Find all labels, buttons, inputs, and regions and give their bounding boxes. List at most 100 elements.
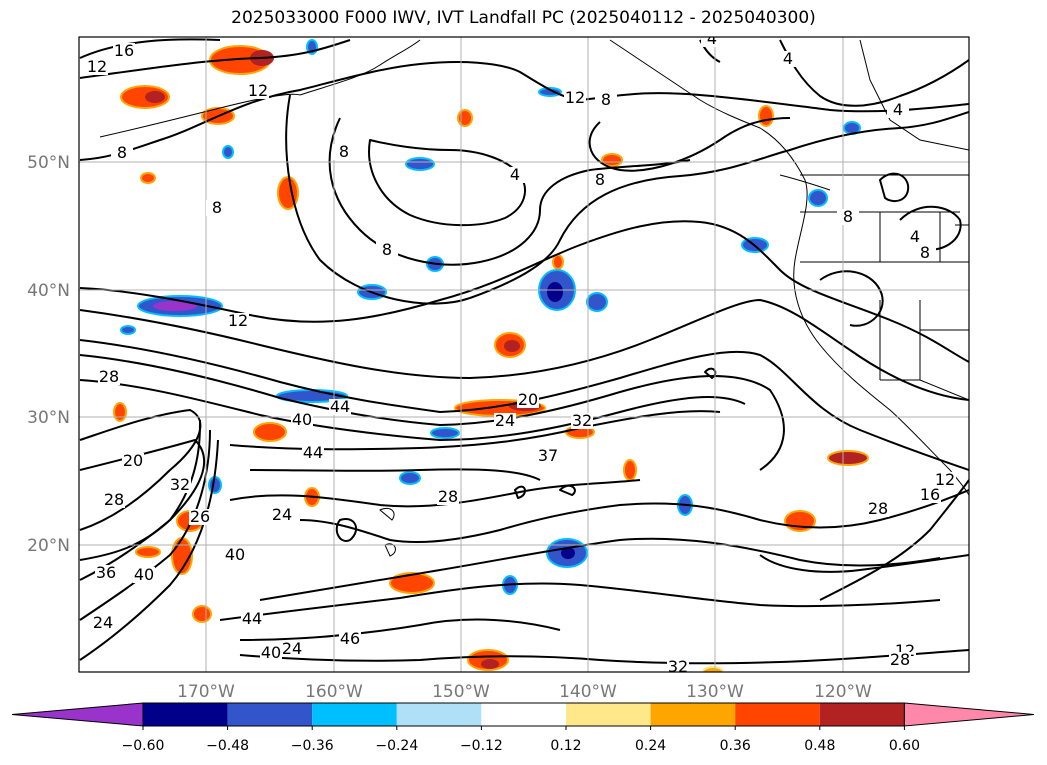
contour-value-label: 24 bbox=[282, 639, 302, 658]
contour-label-background bbox=[98, 369, 120, 385]
iwv-contour-line bbox=[899, 205, 962, 251]
positive-anomaly-patch bbox=[253, 422, 287, 442]
iwv-contour-line bbox=[514, 485, 526, 499]
contour-value-label: 40 bbox=[261, 643, 281, 662]
contour-label-background bbox=[271, 507, 293, 523]
iwv-contour-layer bbox=[79, 38, 969, 665]
positive-anomaly-patch bbox=[135, 546, 161, 558]
colorbar-bin bbox=[312, 703, 397, 726]
negative-anomaly-patch bbox=[586, 292, 608, 312]
contour-label-background bbox=[376, 242, 398, 258]
contour-value-label: 4 bbox=[783, 49, 793, 68]
contour-label-background bbox=[111, 145, 133, 161]
contour-value-label: 12 bbox=[935, 470, 955, 489]
colorbar-tick-label: 0.12 bbox=[550, 738, 581, 754]
negative-anomaly-patch bbox=[222, 145, 234, 159]
positive-anomaly-patch bbox=[827, 450, 869, 466]
iwv-contour-line bbox=[229, 479, 641, 508]
coastline bbox=[859, 39, 969, 151]
positive-anomaly-patch bbox=[140, 172, 156, 184]
contour-value-label: 28 bbox=[868, 499, 888, 518]
contour-value-label: 4 bbox=[893, 100, 903, 119]
iwv-contour-line bbox=[219, 582, 941, 621]
contour-value-label: 40 bbox=[225, 545, 245, 564]
latitude-label: 40°N bbox=[27, 281, 70, 301]
contour-value-label: 16 bbox=[114, 41, 134, 60]
negative-anomaly-patch bbox=[808, 189, 828, 207]
contour-label-background bbox=[339, 631, 361, 647]
iwv-contour-line bbox=[819, 270, 884, 327]
contour-value-label: 37 bbox=[538, 446, 558, 465]
longitude-label: 140°W bbox=[559, 682, 617, 702]
contour-label-background bbox=[86, 59, 108, 75]
contour-value-label: 28 bbox=[890, 650, 910, 669]
colorbar-bin bbox=[650, 703, 736, 726]
contour-label-background bbox=[595, 92, 617, 108]
contour-value-label: 12 bbox=[248, 81, 268, 100]
latitude-label: 50°N bbox=[27, 153, 70, 173]
contour-label-background bbox=[701, 37, 723, 47]
map-frame bbox=[78, 36, 970, 673]
longitude-label: 130°W bbox=[686, 682, 744, 702]
longitude-label: 120°W bbox=[814, 682, 872, 702]
contour-label-background bbox=[437, 489, 459, 505]
iwv-contour-line bbox=[79, 439, 219, 661]
contour-label-background bbox=[92, 615, 114, 631]
iwv-contour-line bbox=[79, 299, 969, 401]
contour-value-label: 8 bbox=[117, 143, 127, 162]
positive-anomaly-core bbox=[145, 91, 165, 103]
contour-label-background bbox=[189, 509, 211, 525]
colorbar-outline bbox=[142, 702, 905, 727]
contour-value-label: 4 bbox=[707, 29, 717, 48]
contour-label-background bbox=[564, 90, 586, 106]
positive-anomaly-patch bbox=[601, 153, 623, 167]
contour-value-label: 36 bbox=[96, 563, 116, 582]
iwv-contour-line bbox=[559, 484, 576, 496]
contour-value-label: 20 bbox=[518, 390, 538, 409]
contour-label-background bbox=[206, 200, 228, 216]
iwv-contour-line bbox=[239, 649, 969, 665]
contour-label-background bbox=[589, 172, 611, 188]
contour-label-background bbox=[494, 413, 516, 429]
iwv-contour-line bbox=[79, 38, 221, 59]
contour-label-background bbox=[777, 51, 799, 67]
contour-label-background bbox=[260, 645, 282, 661]
island bbox=[384, 543, 396, 557]
contour-label-background bbox=[889, 652, 911, 668]
positive-anomaly-patch bbox=[457, 109, 473, 127]
iwv-contour-line bbox=[368, 139, 526, 227]
contour-value-label: 8 bbox=[601, 90, 611, 109]
contour-value-label: 12 bbox=[87, 57, 107, 76]
contour-value-label: 12 bbox=[565, 88, 585, 107]
iwv-contour-line bbox=[259, 537, 941, 601]
colorbar-extend-high bbox=[903, 702, 1035, 727]
contour-label-background bbox=[329, 399, 351, 415]
colorbar-tick-label: −0.60 bbox=[122, 738, 165, 754]
negative-anomaly-core bbox=[561, 547, 575, 559]
contour-value-label: 8 bbox=[843, 207, 853, 226]
iwv-contour-line bbox=[779, 39, 969, 107]
contour-value-label: 44 bbox=[303, 443, 323, 462]
contour-label-background bbox=[914, 245, 936, 261]
contour-label-background bbox=[241, 611, 263, 627]
contour-value-label: 24 bbox=[495, 411, 515, 430]
contour-label-background bbox=[333, 144, 355, 160]
longitude-label: 150°W bbox=[432, 682, 490, 702]
coastline bbox=[299, 39, 421, 96]
negative-anomaly-patch bbox=[120, 325, 136, 335]
contour-label-background bbox=[281, 641, 303, 657]
negative-anomaly-patch bbox=[399, 471, 421, 485]
contour-label-background bbox=[934, 472, 956, 488]
contour-label-background bbox=[103, 492, 125, 508]
contour-label-background bbox=[517, 392, 539, 408]
contour-value-label: 40 bbox=[292, 410, 312, 429]
latitude-label: 20°N bbox=[27, 536, 70, 556]
contour-label-background bbox=[904, 229, 926, 245]
contour-label-background bbox=[667, 659, 689, 672]
contour-label-background bbox=[227, 313, 249, 329]
contour-label-background bbox=[133, 567, 155, 583]
colorbar-bin bbox=[143, 703, 228, 726]
contour-value-label: 24 bbox=[272, 505, 292, 524]
contour-value-label: 24 bbox=[93, 613, 113, 632]
positive-anomaly-patch bbox=[192, 605, 212, 623]
